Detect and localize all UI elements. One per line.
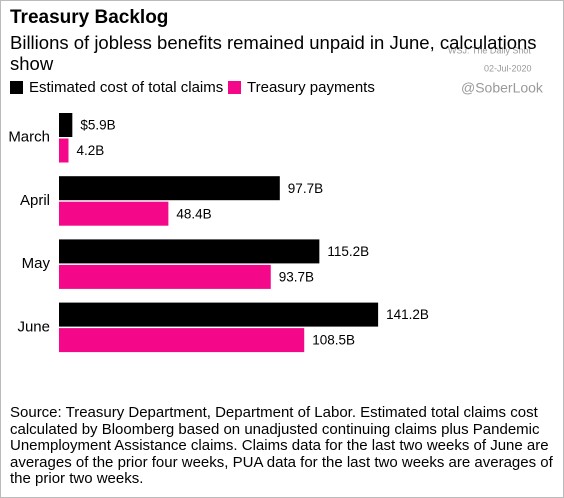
legend-label: Treasury payments [247,79,375,96]
legend-swatch [228,81,241,94]
chart-title: Treasury Backlog [10,7,168,28]
bar [59,138,69,163]
watermark: WSJ: The Daily Shot [448,45,531,55]
y-tick-label: March [8,129,50,146]
value-label: 97.7B [288,181,323,196]
bar [59,239,320,264]
bar [59,264,271,289]
y-tick-label: June [17,318,50,335]
value-label: 108.5B [312,333,355,348]
value-label: $5.9B [80,118,115,133]
y-tick-label: May [22,255,51,272]
bar [59,201,169,226]
bar [59,302,379,327]
value-label: 4.2B [76,143,104,158]
value-label: 141.2B [386,307,429,322]
watermark-handle: @SoberLook [461,80,544,96]
value-label: 93.7B [279,269,314,284]
bar [59,113,73,137]
chart: Treasury Backlog WSJ: The Daily Shot 02-… [8,7,544,353]
source-note: Source: Treasury Department, Department … [10,404,553,488]
y-tick-label: April [20,192,50,209]
bar [59,176,280,201]
bar [59,328,305,353]
value-label: 48.4B [176,206,211,221]
legend-swatch [10,81,23,94]
legend-label: Estimated cost of total claims [29,79,223,96]
chart-subtitle: Billions of jobless benefits remained un… [10,32,537,74]
value-label: 115.2B [327,244,369,259]
watermark-date: 02-Jul-2020 [484,63,532,73]
